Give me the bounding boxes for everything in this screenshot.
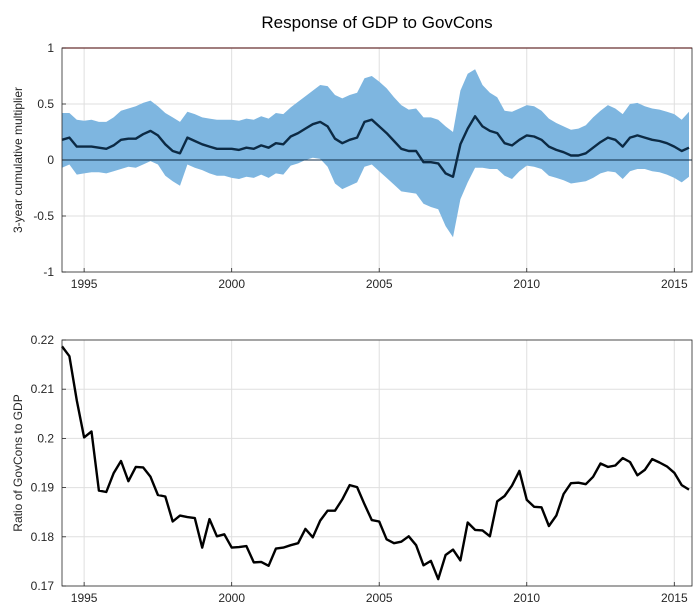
y-tick-label-2: 0.19 xyxy=(31,481,55,495)
y-tick-label-5: 0.22 xyxy=(31,333,55,347)
x-tick-label-4: 2015 xyxy=(661,277,688,291)
x-tick-label-1: 2000 xyxy=(218,591,245,604)
multiplier-median-line xyxy=(61,115,690,179)
multiplier-panel: 1995 2000 2005 2010 2015 -1 -0.5 0 0.5 1 3-year c… xyxy=(11,41,693,291)
ratio-grid xyxy=(62,339,692,587)
ratio-tick-labels: 1995 2000 2005 2010 2015 0.17 0.18 0.19 0.2 0.21 0… xyxy=(31,333,688,604)
ratio-panel: 1995 2000 2005 2010 2015 0.17 0.18 0.19 0.2 0.21 0… xyxy=(11,333,693,604)
x-tick-label-0: 1995 xyxy=(71,591,98,604)
x-tick-label-3: 2010 xyxy=(513,277,540,291)
ratio-ylabel: Ratio of GovCons to GDP xyxy=(11,394,25,531)
y-tick-label-1: -0.5 xyxy=(33,209,54,223)
y-tick-label-4: 0.21 xyxy=(31,382,55,396)
x-tick-label-3: 2010 xyxy=(513,591,540,604)
y-tick-label-2: 0 xyxy=(47,153,54,167)
ratio-line xyxy=(61,345,690,581)
x-tick-label-2: 2005 xyxy=(366,591,393,604)
y-tick-label-0: 0.17 xyxy=(31,579,55,593)
y-tick-label-0: -1 xyxy=(43,265,54,279)
x-tick-label-2: 2005 xyxy=(366,277,393,291)
ratio-axes-frame xyxy=(61,339,693,587)
y-tick-label-4: 1 xyxy=(47,41,54,55)
y-tick-label-3: 0.5 xyxy=(37,97,54,111)
x-tick-label-0: 1995 xyxy=(71,277,98,291)
chart-title: Response of GDP to GovCons xyxy=(261,13,492,32)
x-tick-label-4: 2015 xyxy=(661,591,688,604)
multiplier-tick-labels: 1995 2000 2005 2010 2015 -1 -0.5 0 0.5 1 xyxy=(33,41,688,291)
confidence-band xyxy=(62,69,689,238)
multiplier-ylabel: 3-year cumulative multiplier xyxy=(11,87,25,233)
x-tick-label-1: 2000 xyxy=(218,277,245,291)
y-tick-label-3: 0.2 xyxy=(37,431,54,445)
y-tick-label-1: 0.18 xyxy=(31,530,55,544)
